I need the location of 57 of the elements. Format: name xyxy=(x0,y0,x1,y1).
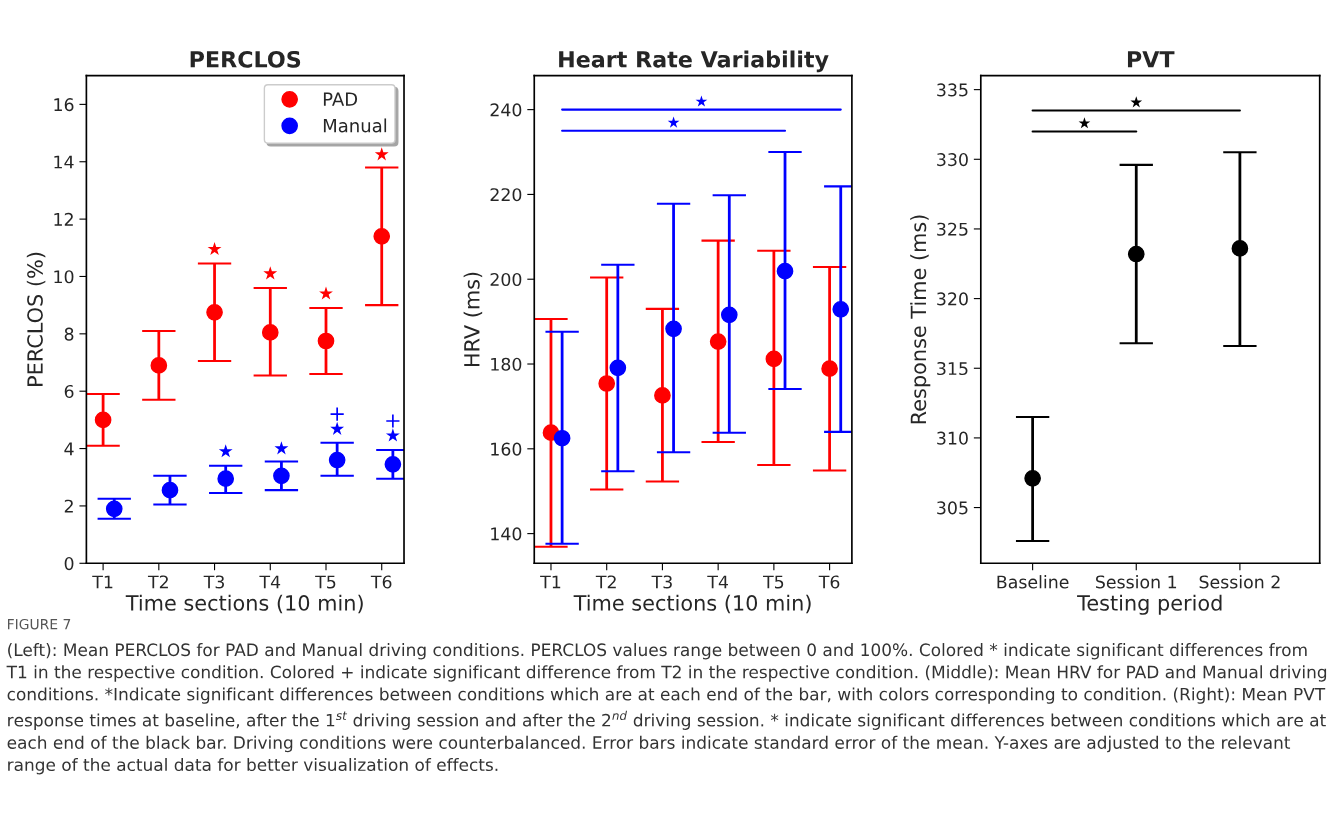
x-axis-title: Time sections (10 min) xyxy=(125,594,363,614)
y-axis-title: PERCLOS (%) xyxy=(26,252,46,386)
y-tick-label: 14 xyxy=(54,155,74,169)
x-tick-label: T5 xyxy=(315,575,336,589)
y-tick-label: 12 xyxy=(54,212,73,226)
chart-title: PERCLOS xyxy=(190,50,301,68)
y-tick-label: 305 xyxy=(937,501,968,515)
x-tick-label: T4 xyxy=(707,575,728,589)
y-tick-label: 16 xyxy=(54,98,74,112)
text: (Left): Mean PERCLOS for PAD and Manual driving conditions. PERCLOS values range between 0 and 100%. Colored * indicate significant differences from T1 in the respective condition. Colored + indicate significant difference from T2 in the respective condition. (Middle): Mean HRV for PAD and Manual driving conditions. *Indicate significant differences between conditions which are at each end of the bar, with colors corresponding to condition. (Right): Mean PVT response times at baseline, after the 1$^{st}$ driving session and after the 2$^{nd}$ driving session. * indicate significant differences between conditions which are at each end of the black bar. Driving conditions were counterbalanced. Error bars indicate standard error of the mean. Y-axes are adjusted to the relevant range of the actual data for better visualization of effects. xyxy=(6,643,1327,775)
y-axis-title: HRV (ms) xyxy=(463,272,483,367)
annotation: ★ xyxy=(667,116,680,128)
x-tick-label: T5 xyxy=(763,575,784,589)
y-tick-label: 325 xyxy=(937,222,968,236)
y-tick-label: 320 xyxy=(937,292,968,306)
x-tick-label: T3 xyxy=(651,575,672,589)
y-tick-label: 160 xyxy=(491,442,522,456)
y-tick-label: 200 xyxy=(490,272,522,287)
y-tick-label: 310 xyxy=(937,431,968,445)
x-tick-label: T2 xyxy=(147,575,168,589)
annotation: ★ xyxy=(1130,96,1143,108)
caption: FIGURE 7 xyxy=(8,618,71,630)
y-tick-label: 220 xyxy=(490,188,522,202)
y-tick-label: 0 xyxy=(64,557,74,571)
x-tick-label: T3 xyxy=(203,575,224,589)
y-tick-label: 315 xyxy=(937,361,968,376)
x-tick-label: T1 xyxy=(92,575,113,589)
y-tick-label: 240 xyxy=(490,103,522,117)
chart-title: PVT xyxy=(1127,51,1175,68)
x-tick-label: Session 2 xyxy=(1199,575,1280,589)
x-axis-title: Testing period xyxy=(1077,594,1222,615)
y-axis-title: Response Time (ms) xyxy=(910,215,931,424)
y-tick-label: 335 xyxy=(937,83,968,97)
x-tick-label: T2 xyxy=(595,575,616,589)
x-tick-label: Session 1 xyxy=(1096,575,1177,589)
x-tick-label: T1 xyxy=(540,575,561,589)
legend-label: PAD xyxy=(323,92,358,106)
legend-label: Manual xyxy=(323,118,387,133)
chart-title: Heart Rate Variability xyxy=(559,50,829,73)
y-tick-label: 8 xyxy=(64,327,74,341)
y-tick-label: 330 xyxy=(937,153,968,167)
x-tick-label: T6 xyxy=(370,575,392,589)
x-tick-label: Baseline xyxy=(997,575,1069,589)
y-tick-label: 4 xyxy=(64,442,74,456)
point xyxy=(1024,469,1041,487)
y-tick-label: 6 xyxy=(64,384,74,399)
annotation: ★ xyxy=(695,95,708,107)
x-tick-label: T4 xyxy=(259,575,281,589)
point xyxy=(1231,240,1249,257)
annotation: ★ xyxy=(1078,117,1091,129)
point xyxy=(1127,245,1145,263)
x-axis-title: Time sections (10 min) xyxy=(573,594,811,614)
y-tick-label: 10 xyxy=(54,270,74,284)
y-tick-label: 140 xyxy=(491,527,522,541)
y-tick-label: 2 xyxy=(64,499,73,513)
y-tick-label: 180 xyxy=(491,357,522,371)
x-tick-label: T6 xyxy=(818,575,840,589)
